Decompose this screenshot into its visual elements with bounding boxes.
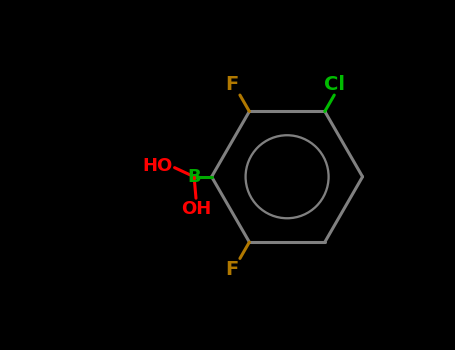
Text: Cl: Cl <box>324 75 345 94</box>
Text: F: F <box>225 260 238 279</box>
Text: HO: HO <box>142 157 172 175</box>
Text: B: B <box>187 168 201 186</box>
Text: F: F <box>225 75 238 94</box>
Text: OH: OH <box>181 201 211 218</box>
